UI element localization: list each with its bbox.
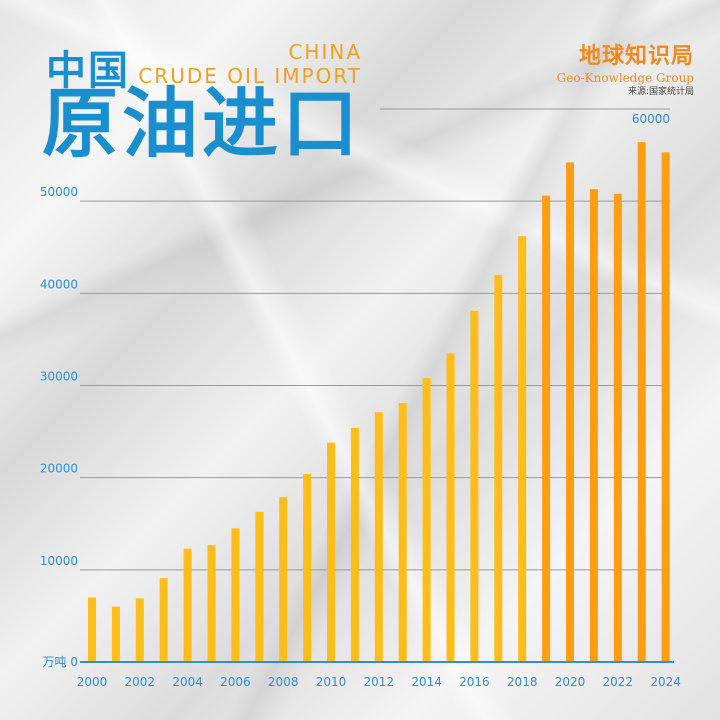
x-tick-label: 2018 [507, 675, 538, 689]
bar-2009 [303, 473, 312, 662]
x-tick-label: 2016 [459, 675, 490, 689]
title-english: CHINA CRUDE OIL IMPORT [138, 40, 362, 88]
bar-2014 [422, 378, 431, 662]
bar-2008 [279, 497, 288, 662]
bar-2005 [207, 544, 216, 662]
x-tick-label: 2010 [316, 675, 347, 689]
bar-2012 [374, 412, 383, 662]
x-tick-label: 2020 [555, 675, 586, 689]
bar-2018 [518, 236, 527, 662]
bar-2010 [327, 442, 335, 662]
bar-2015 [446, 353, 455, 662]
title-english-line2: CRUDE OIL IMPORT [138, 64, 362, 88]
bar-2013 [398, 403, 407, 662]
x-tick-label: 2014 [411, 675, 442, 689]
bar-2003 [159, 578, 168, 662]
bar-2020 [566, 162, 574, 662]
x-tick-label: 2022 [603, 675, 634, 689]
source-note: 来源:国家统计局 [627, 87, 694, 97]
x-tick-label: 2000 [77, 675, 108, 689]
y-tick-label: 40000 [40, 277, 78, 291]
x-tick-label: 2012 [364, 675, 395, 689]
bar-2004 [183, 548, 192, 662]
x-tick-label: 2006 [220, 675, 251, 689]
bar-2007 [255, 511, 264, 662]
x-tick-label: 2004 [172, 675, 203, 689]
x-tick-label: 2024 [650, 675, 681, 689]
bar-2022 [613, 193, 622, 662]
y-tick-label: 60000 [632, 112, 670, 126]
bar-2023 [637, 142, 646, 662]
bar-2006 [231, 528, 240, 662]
bar-2021 [589, 189, 598, 662]
y-tick-label: 30000 [40, 370, 78, 384]
x-tick-label: 2002 [125, 675, 156, 689]
y-tick-label: 50000 [40, 185, 78, 199]
y-tick-label: 20000 [40, 462, 78, 476]
bar-2000 [88, 597, 96, 662]
y-tick-label: 10000 [40, 554, 78, 568]
x-tick-label: 2008 [268, 675, 299, 689]
bar-2017 [494, 274, 503, 662]
brand-logo: 地球知识局 Geo-Knowledge Group [557, 38, 694, 85]
page-title: 原油进口 [42, 79, 362, 168]
y-tick-label-zero: 万吨 0 [43, 655, 78, 669]
brand-name-cn: 地球知识局 [578, 43, 694, 69]
title-country: 中国 [46, 48, 130, 94]
bar-2011 [350, 427, 359, 662]
bar-2019 [542, 195, 551, 663]
bar-2001 [111, 606, 120, 662]
title-english-line1: CHINA [288, 40, 362, 64]
bar-2016 [470, 310, 479, 662]
brand-name-en: Geo-Knowledge Group [556, 71, 694, 85]
bar-2002 [135, 598, 144, 662]
bar-2024 [661, 152, 670, 662]
